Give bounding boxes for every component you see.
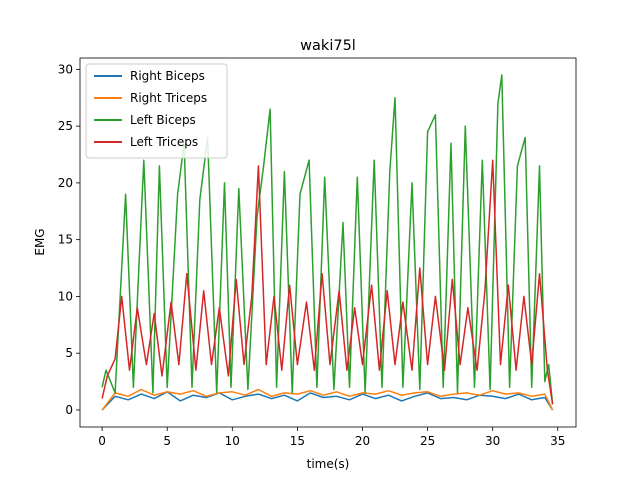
x-tick-label: 10 — [225, 434, 240, 448]
series-line-right-biceps — [101, 391, 554, 411]
legend-label: Right Triceps — [130, 91, 207, 105]
legend-label: Right Biceps — [130, 69, 205, 83]
y-tick-label: 0 — [65, 403, 73, 417]
y-tick-label: 15 — [58, 233, 73, 247]
y-tick-label: 5 — [65, 346, 73, 360]
series-line-right-triceps — [101, 388, 554, 411]
x-tick-label: 35 — [550, 434, 565, 448]
series-line-left-triceps — [101, 159, 554, 405]
x-tick-label: 5 — [163, 434, 171, 448]
chart-title: waki75l — [300, 38, 356, 54]
legend-label: Left Triceps — [130, 135, 198, 149]
y-axis: 0 5 10 15 20 25 30 — [58, 62, 80, 417]
legend-label: Left Biceps — [130, 113, 196, 127]
x-tick-label: 25 — [420, 434, 435, 448]
y-tick-label: 25 — [58, 119, 73, 133]
y-axis-label: EMG — [33, 228, 47, 255]
x-tick-label: 30 — [485, 434, 500, 448]
y-tick-label: 30 — [58, 62, 73, 76]
x-tick-label: 0 — [98, 434, 106, 448]
plot-frame — [79, 57, 577, 428]
x-axis-label: time(s) — [307, 457, 350, 471]
legend: Right Biceps Right Triceps Left Biceps Left… — [85, 63, 228, 159]
x-axis: 0 5 10 15 20 25 30 35 — [98, 427, 565, 448]
y-tick-label: 20 — [58, 176, 73, 190]
legend-box — [85, 63, 228, 159]
y-tick-label: 10 — [58, 289, 73, 303]
x-tick-label: 15 — [290, 434, 305, 448]
x-tick-label: 20 — [355, 434, 370, 448]
